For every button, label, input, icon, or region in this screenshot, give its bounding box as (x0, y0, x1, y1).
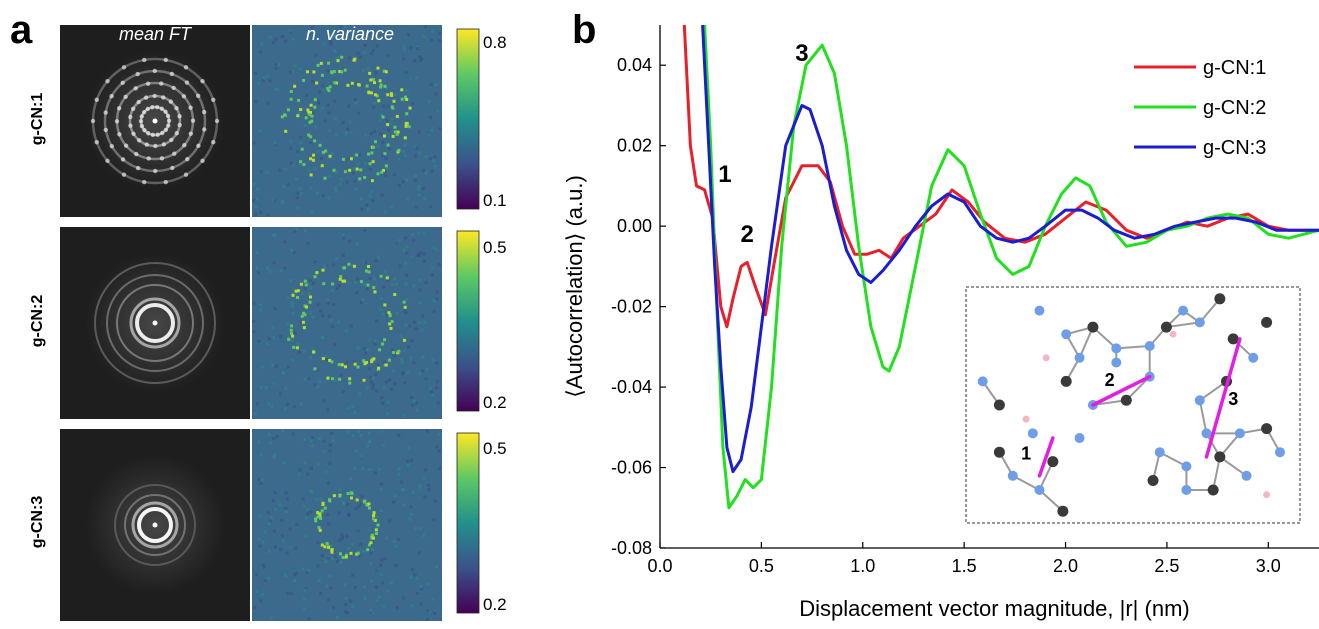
panel-b: b 0.0 0.5 1.0 1.5 2.0 2.5 3.0 -0.08 -0.06 -0.04 -0… (560, 0, 1319, 629)
x-tick-label: 1.0 (850, 556, 875, 576)
nitrogen-atom (1154, 447, 1165, 458)
cbar3-max: 0.5 (483, 439, 507, 458)
row-label-gcn3: g-CN:3 (29, 495, 46, 549)
variance-image-3 (252, 429, 442, 621)
nitrogen-atom (977, 376, 988, 387)
peak-annotation: 1 (718, 161, 731, 188)
panel-b-label: b (572, 8, 597, 52)
inset-label: 2 (1105, 370, 1115, 390)
cbar1-max: 0.8 (483, 33, 507, 52)
legend-label: g-CN:1 (1203, 57, 1266, 79)
cbar2-max: 0.5 (483, 238, 507, 257)
autocorrelation-chart: 0.0 0.5 1.0 1.5 2.0 2.5 3.0 -0.08 -0.06 -0.04 -0.0… (562, 24, 1319, 621)
y-axis-title: ⟨Autocorrelation⟩ (a.u.) (562, 175, 587, 398)
x-axis-title: Displacement vector magnitude, |r| (nm) (799, 596, 1189, 621)
carbon-atom (1261, 423, 1273, 435)
y-tick-label: 0.02 (617, 136, 652, 156)
series-line (701, 24, 1319, 474)
y-tick-label: 0.04 (617, 55, 652, 75)
x-tick-label: 0.0 (647, 556, 672, 576)
col-title-n-variance: n. variance (305, 24, 395, 44)
nitrogen-atom (1111, 343, 1122, 354)
hydrogen-atom (1042, 354, 1050, 362)
nitrogen-atom (1144, 341, 1155, 351)
colorbar-2 (456, 230, 480, 412)
nitrogen-atom (1181, 461, 1192, 472)
legend-label: g-CN:2 (1203, 97, 1266, 119)
nitrogen-atom (1181, 484, 1192, 495)
colorbar-1 (456, 28, 480, 210)
carbon-atom (1120, 394, 1132, 406)
row-label-gcn2: g-CN:2 (29, 294, 46, 348)
colorbar-3 (456, 432, 480, 614)
hydrogen-atom (1022, 415, 1030, 423)
panel-a-label: a (10, 8, 33, 52)
cbar3-min: 0.2 (483, 595, 507, 614)
cbar2-min: 0.2 (483, 393, 507, 412)
carbon-atom (1147, 475, 1159, 487)
hydrogen-atom (1169, 330, 1177, 338)
variance-image-1 (252, 25, 442, 217)
nitrogen-atom (1201, 428, 1212, 439)
x-tick-label: 3.0 (1256, 556, 1281, 576)
nitrogen-atom (1027, 428, 1038, 439)
panel-a-images (60, 25, 480, 621)
nitrogen-atom (1034, 305, 1045, 316)
nitrogen-atom (1248, 352, 1259, 363)
x-tick-label: 2.5 (1154, 556, 1179, 576)
nitrogen-atom (1111, 357, 1122, 368)
row-label-gcn1: g-CN:1 (29, 92, 46, 146)
hydrogen-atom (1263, 491, 1271, 499)
nitrogen-atom (1061, 329, 1072, 340)
peak-annotation: 3 (795, 40, 808, 67)
x-tick-label: 0.5 (749, 556, 774, 576)
carbon-atom (1057, 505, 1069, 517)
y-tick-label: -0.08 (611, 538, 652, 558)
carbon-atom (1047, 456, 1059, 468)
x-tick-label: 2.0 (1053, 556, 1078, 576)
panel-a: a mean FT n. variance g-CN:1 g-CN:2 g-CN… (0, 0, 520, 629)
distance-arrow (1091, 374, 1152, 407)
nitrogen-atom (1194, 317, 1205, 328)
carbon-atom (1227, 333, 1239, 345)
carbon-atom (1087, 321, 1099, 333)
peak-annotation: 2 (741, 221, 754, 248)
legend-label: g-CN:3 (1203, 137, 1266, 159)
carbon-atom (1214, 293, 1226, 305)
nitrogen-atom (1241, 470, 1252, 481)
carbon-atom (993, 446, 1005, 458)
nitrogen-atom (1034, 484, 1045, 495)
distance-arrow (1037, 436, 1055, 478)
nitrogen-atom (1194, 395, 1205, 406)
carbon-atom (1261, 316, 1273, 328)
carbon-atom (1214, 451, 1226, 463)
nitrogen-atom (1274, 447, 1285, 458)
nitrogen-atom (1074, 352, 1085, 363)
carbon-atom (993, 399, 1005, 411)
y-tick-label: -0.04 (611, 377, 652, 397)
col-title-mean-ft: mean FT (118, 24, 192, 44)
nitrogen-atom (1234, 428, 1245, 439)
x-tick-label: 1.5 (952, 556, 977, 576)
y-tick-label: 0.00 (617, 216, 652, 236)
carbon-atom (1060, 375, 1072, 387)
distance-arrow (1204, 337, 1242, 459)
carbon-atom (1207, 484, 1219, 496)
cbar1-min: 0.1 (483, 191, 507, 210)
y-tick-label: -0.02 (611, 297, 652, 317)
molecule-inset (965, 286, 1301, 524)
variance-image-2 (252, 227, 442, 419)
nitrogen-atom (1007, 470, 1018, 481)
nitrogen-atom (1074, 433, 1085, 444)
y-tick-label: -0.06 (611, 458, 652, 478)
inset-label: 3 (1228, 389, 1238, 409)
nitrogen-atom (1178, 305, 1189, 316)
inset-label: 1 (1021, 443, 1031, 463)
carbon-atom (1160, 321, 1172, 333)
